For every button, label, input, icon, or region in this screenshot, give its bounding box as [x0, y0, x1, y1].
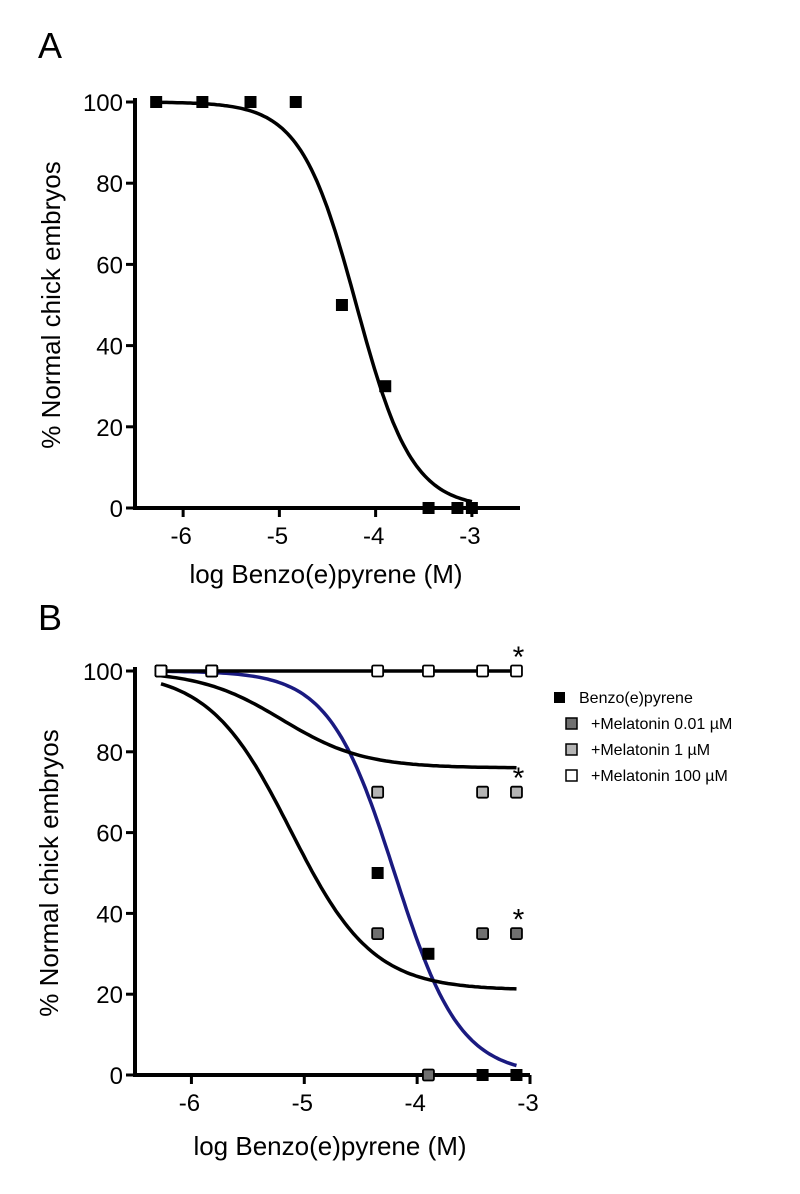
- panel-b-x-tick-label: -3: [517, 1090, 538, 1117]
- panel-b: B 0 20 40 60 80 100 -6 -5 -4 -3 * * * log Benzo(e)p…: [34, 597, 732, 1161]
- legend: Benzo(e)pyrene +Melatonin 0.01 µM +Melat…: [554, 690, 732, 785]
- panel-b-data-point: [510, 664, 523, 678]
- panel-b-y-tick-label: 100: [83, 659, 123, 686]
- panel-b-data-point: [205, 664, 219, 678]
- panel-b-data-point: [476, 785, 490, 799]
- panel-b-y-tick-label: 20: [96, 982, 123, 1009]
- panel-a-y-axis-title: % Normal chick embryos: [36, 161, 66, 449]
- panel-b-data-point: [422, 947, 435, 960]
- panel-b-significance-marker: *: [513, 762, 525, 795]
- panel-a-data-point: [451, 502, 464, 514]
- panel-b-y-tick-label: 40: [96, 901, 123, 928]
- legend-marker-benzo: [554, 692, 565, 703]
- panel-a-data-point: [244, 96, 257, 108]
- panel-b-data-point: [510, 785, 523, 799]
- panel-b-data-point: [476, 1069, 489, 1081]
- panel-a-points: [150, 96, 478, 514]
- panel-a-y-tick-label: 20: [96, 415, 123, 442]
- panel-a-y-tick-label: 60: [96, 252, 123, 279]
- panel-a-y-tick-label: 100: [83, 90, 123, 117]
- legend-label-mel-001: +Melatonin 0.01 µM: [591, 716, 732, 733]
- panel-b-fit-curve-1: [160, 682, 517, 991]
- panel-a-axes: 0 20 40 60 80 100 -6 -5 -4 -3: [83, 90, 520, 550]
- panel-b-data-point: [422, 1068, 435, 1082]
- panel-b-y-tick-label: 60: [96, 821, 123, 848]
- panel-b-x-tick-label: -6: [179, 1090, 200, 1117]
- panel-b-data-point: [371, 785, 385, 799]
- panel-a-data-point: [465, 502, 478, 514]
- panel-a-data-point: [196, 96, 209, 108]
- panel-a-data-point: [379, 380, 392, 393]
- panel-b-data-point: [422, 664, 435, 678]
- panel-b-data-point: [371, 927, 385, 940]
- panel-a-y-tick-label: 40: [96, 334, 123, 361]
- panel-a-y-tick-label: 80: [96, 171, 123, 198]
- panel-a-x-tick-label: -4: [363, 523, 384, 550]
- panel-b-letter: B: [38, 597, 62, 638]
- panel-b-data-point: [371, 867, 384, 879]
- panel-b-y-tick-label: 80: [96, 740, 123, 767]
- panel-b-fit-curve-0: [161, 669, 517, 1068]
- panel-b-data-point: [154, 664, 168, 678]
- panel-b-y-tick-label: 0: [110, 1063, 123, 1090]
- panel-b-x-axis-title: log Benzo(e)pyrene (M): [193, 1131, 466, 1161]
- legend-marker-mel-001: [565, 717, 578, 730]
- panel-b-significance-marker: *: [513, 904, 525, 937]
- panel-a-data-point: [422, 502, 435, 514]
- panel-b-y-axis-title: % Normal chick embryos: [34, 729, 64, 1017]
- panel-b-data-point: [476, 664, 490, 678]
- panel-a: A 0 20 40 60 80 100 -6 -5 -4 -3 log Benzo(e)pyren…: [36, 25, 520, 589]
- panel-b-fit-curve-2: [160, 674, 517, 770]
- legend-marker-mel-100: [565, 769, 578, 782]
- panel-a-x-tick-label: -6: [170, 523, 191, 550]
- legend-label-mel-1: +Melatonin 1 µM: [591, 742, 710, 759]
- panel-a-curves: [156, 100, 473, 504]
- panel-b-significance-marker: *: [513, 641, 525, 674]
- panel-a-letter: A: [38, 25, 62, 66]
- legend-label-mel-100: +Melatonin 100 µM: [591, 768, 728, 785]
- legend-label-benzo: Benzo(e)pyrene: [579, 690, 693, 707]
- panel-b-data-point: [510, 927, 523, 940]
- panel-a-fit-curve-0: [156, 100, 473, 504]
- panel-a-x-tick-label: -3: [459, 523, 480, 550]
- panel-b-points: [154, 664, 523, 1082]
- panel-b-curves: [160, 669, 517, 1068]
- legend-marker-mel-1: [565, 743, 578, 756]
- panel-b-annotations: * * *: [513, 641, 525, 937]
- panel-a-y-tick-label: 0: [110, 496, 123, 523]
- panel-a-data-point: [289, 96, 302, 108]
- panel-a-x-axis-title: log Benzo(e)pyrene (M): [189, 559, 462, 589]
- panel-b-data-point: [476, 927, 490, 940]
- panel-b-data-point: [510, 1069, 523, 1081]
- panel-a-x-tick-label: -5: [267, 523, 288, 550]
- panel-b-data-point: [371, 664, 385, 678]
- panel-b-x-tick-label: -5: [292, 1090, 313, 1117]
- panel-b-axes: 0 20 40 60 80 100 -6 -5 -4 -3: [83, 659, 539, 1117]
- panel-a-data-point: [335, 299, 348, 311]
- panel-a-data-point: [150, 96, 163, 108]
- panel-b-x-tick-label: -4: [404, 1090, 425, 1117]
